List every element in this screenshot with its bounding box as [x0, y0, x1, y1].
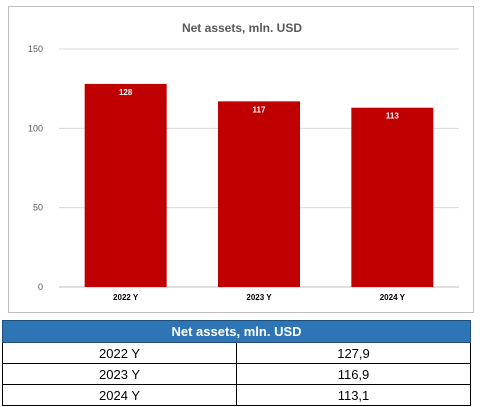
table-header-row: Net assets, mln. USD	[2, 320, 471, 343]
table-cell-year: 2024 Y	[2, 384, 237, 406]
x-tick-label: 2024 Y	[380, 293, 406, 302]
y-axis-ticks: 0 50 100 150	[28, 44, 43, 292]
data-label: 113	[386, 112, 399, 121]
table-row: 2023 Y 116,9	[2, 363, 471, 385]
chart-frame: Net assets, mln. USD 0 50 100 150 128 117 113…	[8, 6, 474, 313]
net-assets-table: Net assets, mln. USD 2022 Y 127,9 2023 Y…	[2, 320, 471, 406]
y-tick-label: 150	[28, 44, 43, 54]
table-cell-value: 127,9	[236, 342, 471, 364]
x-tick-label: 2023 Y	[246, 293, 272, 302]
bar-chart: Net assets, mln. USD 0 50 100 150 128 117 113…	[28, 21, 459, 302]
data-label: 128	[119, 88, 133, 97]
bar	[84, 83, 167, 287]
table-cell-year: 2023 Y	[2, 363, 237, 385]
bar	[218, 101, 300, 287]
y-tick-label: 100	[28, 123, 43, 133]
x-tick-label: 2022 Y	[113, 293, 139, 302]
table-row: 2024 Y 113,1	[2, 384, 471, 406]
table-header: Net assets, mln. USD	[2, 320, 471, 343]
x-axis-ticks: 2022 Y 2023 Y 2024 Y	[113, 293, 406, 302]
bars	[84, 83, 434, 287]
chart-title: Net assets, mln. USD	[182, 21, 302, 35]
bar	[351, 107, 434, 287]
y-tick-label: 0	[38, 282, 43, 292]
data-labels: 128 117 113	[119, 88, 399, 121]
data-label: 117	[253, 105, 266, 114]
table-cell-value: 113,1	[236, 384, 471, 406]
table-cell-value: 116,9	[236, 363, 471, 385]
table-cell-year: 2022 Y	[2, 342, 237, 364]
table-row: 2022 Y 127,9	[2, 342, 471, 364]
y-tick-label: 50	[33, 203, 43, 213]
